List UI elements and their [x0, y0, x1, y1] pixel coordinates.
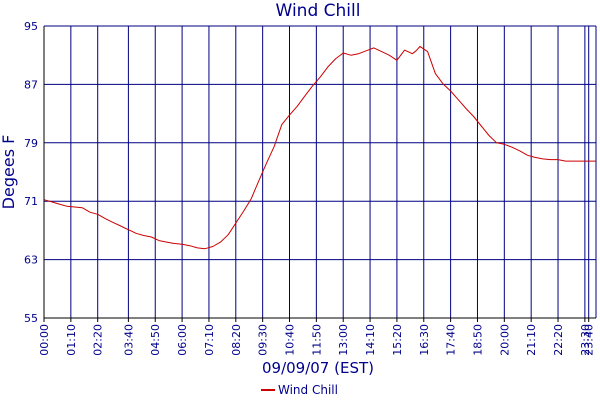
y-axis-label: Degees F: [0, 135, 18, 210]
x-tick-label: 14:10: [364, 324, 377, 356]
y-tick-label: 79: [24, 137, 38, 150]
y-tick-label: 87: [24, 78, 38, 91]
y-tick-label: 63: [24, 254, 38, 267]
y-tick-label: 71: [24, 195, 38, 208]
x-tick-label: 17:40: [445, 324, 458, 356]
grid-lines: [43, 25, 597, 319]
legend-label: Wind Chill: [278, 383, 338, 397]
x-tick-label: 06:00: [176, 324, 189, 356]
x-tick-label: 16:30: [418, 324, 431, 356]
x-tick-label: 18:50: [471, 324, 484, 356]
y-tick-label: 95: [24, 20, 38, 33]
tick-labels: 55 63 71 79 87 95 00:00 01:10 02:20 03:40 04:50 06:…: [24, 20, 596, 356]
legend: Wind Chill: [261, 383, 338, 397]
x-tick-label: 08:20: [230, 324, 243, 356]
x-tick-label: 07:10: [203, 324, 216, 356]
series-line-wind-chill: [43, 45, 596, 250]
x-tick-label: 13:00: [337, 324, 350, 356]
x-tick-label: 22:20: [552, 324, 565, 356]
x-axis-label: 09/09/07 (EST): [262, 359, 374, 377]
x-tick-label: 09:30: [257, 324, 270, 356]
x-tick-label: 03:40: [122, 324, 135, 356]
axes: [43, 26, 596, 322]
x-tick-label: 11:50: [310, 324, 323, 356]
x-tick-label: 23:40: [583, 324, 596, 356]
x-tick-label: 01:10: [65, 324, 78, 356]
x-tick-label: 10:40: [284, 324, 297, 356]
x-tick-label: 15:20: [391, 324, 404, 356]
x-tick-label: 21:10: [525, 324, 538, 356]
x-tick-label: 02:20: [92, 324, 105, 356]
x-tick-label: 23:30: [579, 324, 592, 356]
chart-title: Wind Chill: [276, 1, 361, 21]
series-layer: [43, 45, 596, 250]
y-tick-label: 55: [24, 312, 38, 325]
x-tick-label: 00:00: [38, 324, 51, 356]
x-tick-label: 04:50: [149, 324, 162, 356]
x-tick-label: 20:00: [498, 324, 511, 356]
